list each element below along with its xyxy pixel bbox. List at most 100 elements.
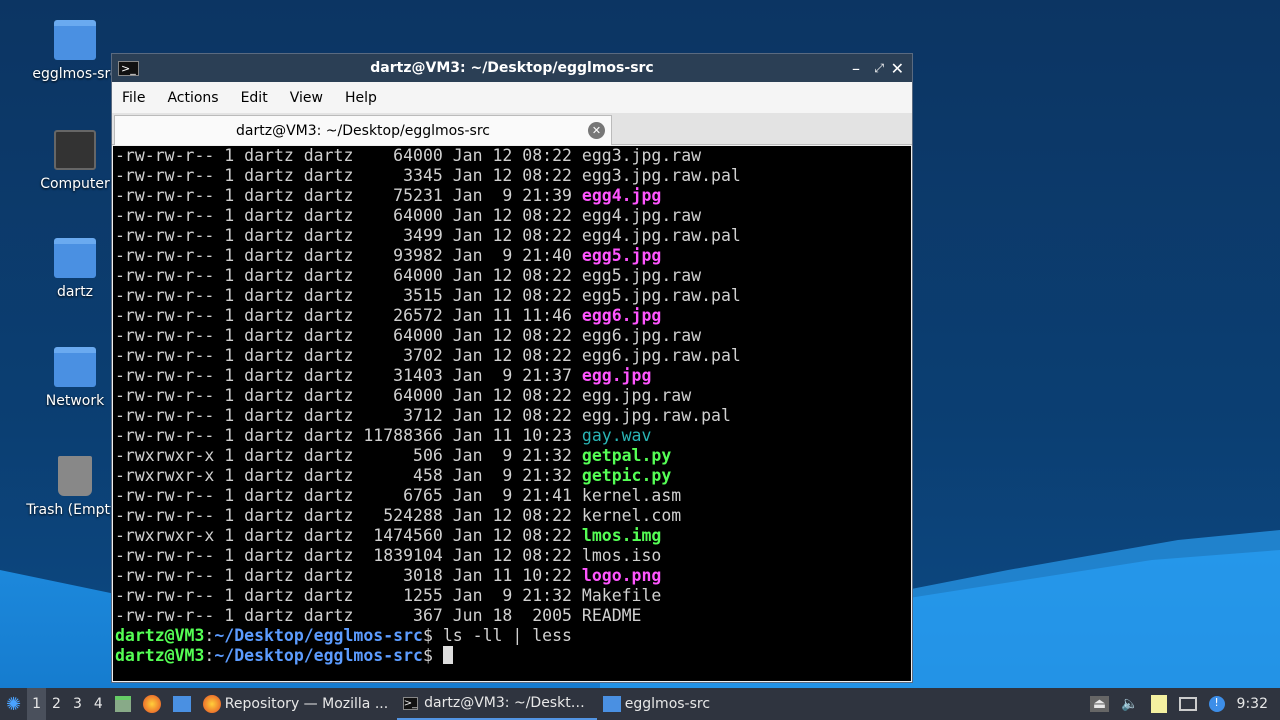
desktop-icon-network[interactable]: Network	[20, 347, 130, 409]
volume-icon[interactable]: 🔈	[1121, 696, 1139, 712]
menu-edit[interactable]: Edit	[240, 89, 268, 106]
file-name: kernel.asm	[581, 486, 682, 505]
file-info: -rw-rw-r-- 1 dartz dartz 524288 Jan 12 0…	[115, 506, 582, 525]
window-title: dartz@VM3: ~/Desktop/egglmos-src	[370, 60, 654, 76]
workspace-2[interactable]: 2	[52, 696, 61, 712]
file-info: -rw-rw-r-- 1 dartz dartz 64000 Jan 12 08…	[115, 206, 582, 225]
file-info: -rwxrwxr-x 1 dartz dartz 506 Jan 9 21:32	[115, 446, 582, 465]
ls-line: -rw-rw-r-- 1 dartz dartz 64000 Jan 12 08…	[115, 146, 911, 166]
prompt-path: ~/Desktop/egglmos-src	[214, 626, 423, 645]
file-name: egg4.jpg.raw.pal	[581, 226, 741, 245]
ls-line: -rw-rw-r-- 1 dartz dartz 3018 Jan 11 10:…	[115, 566, 911, 586]
file-info: -rw-rw-r-- 1 dartz dartz 26572 Jan 11 11…	[115, 306, 582, 325]
menu-bar: File Actions Edit View Help	[112, 82, 912, 113]
terminal-icon: >_	[402, 696, 419, 710]
command: ls -ll | less	[442, 626, 572, 645]
file-info: -rw-rw-r-- 1 dartz dartz 75231 Jan 9 21:…	[115, 186, 582, 205]
prompt-user: dartz@VM3	[115, 626, 205, 645]
file-name: logo.png	[581, 566, 662, 585]
ls-line: -rwxrwxr-x 1 dartz dartz 458 Jan 9 21:32…	[115, 466, 911, 486]
file-name: egg4.jpg	[581, 186, 662, 205]
menu-view[interactable]: View	[289, 89, 323, 106]
file-info: -rw-rw-r-- 1 dartz dartz 3345 Jan 12 08:…	[115, 166, 582, 185]
workspace-3[interactable]: 3	[72, 696, 82, 712]
file-name: egg3.jpg.raw	[581, 146, 702, 165]
close-tab-icon[interactable]: ✕	[588, 122, 605, 139]
home-folder-icon	[54, 238, 96, 278]
trash-icon	[58, 456, 92, 496]
desktop-icon-computer[interactable]: Computer	[20, 130, 130, 192]
desktop-icon-egglmos-src[interactable]: egglmos-src	[20, 20, 130, 82]
file-name: lmos.img	[581, 526, 662, 545]
task-firefox[interactable]: Repository — Mozilla ...	[197, 688, 397, 720]
workspace-4[interactable]: 4	[93, 696, 103, 712]
task-file-manager[interactable]: egglmos-src	[597, 688, 797, 720]
task-label: dartz@VM3: ~/Deskto...	[424, 695, 591, 711]
file-info: -rw-rw-r-- 1 dartz dartz 3515 Jan 12 08:…	[115, 286, 582, 305]
file-name: egg5.jpg.raw	[581, 266, 702, 285]
terminal-output[interactable]: -rw-rw-r-- 1 dartz dartz 64000 Jan 12 08…	[113, 146, 911, 681]
folder-icon	[602, 696, 621, 712]
lxqt-logo-icon: ✺	[6, 693, 22, 715]
desktop-icon-trash[interactable]: Trash (Empty)	[20, 456, 130, 518]
menu-file[interactable]: File	[122, 89, 146, 106]
file-info: -rwxrwxr-x 1 dartz dartz 1474560 Jan 12 …	[115, 526, 582, 545]
show-desktop-icon[interactable]	[109, 688, 137, 720]
tab-title: dartz@VM3: ~/Desktop/egglmos-src	[236, 122, 490, 139]
ls-line: -rw-rw-r-- 1 dartz dartz 1839104 Jan 12 …	[115, 546, 911, 566]
prompt-line: dartz@VM3:~/Desktop/egglmos-src$ ls -ll …	[115, 626, 572, 645]
eject-icon[interactable]: ⏏	[1084, 688, 1115, 720]
ls-line: -rw-rw-r-- 1 dartz dartz 11788366 Jan 11…	[115, 426, 911, 446]
update-notifier-icon[interactable]: !	[1203, 688, 1231, 720]
file-info: -rw-rw-r-- 1 dartz dartz 1839104 Jan 12 …	[115, 546, 582, 565]
menu-actions[interactable]: Actions	[167, 89, 219, 106]
file-name: egg5.jpg	[581, 246, 662, 265]
file-info: -rw-rw-r-- 1 dartz dartz 3702 Jan 12 08:…	[115, 346, 582, 365]
ls-line: -rw-rw-r-- 1 dartz dartz 64000 Jan 12 08…	[115, 266, 911, 286]
title-bar[interactable]: >_ dartz@VM3: ~/Desktop/egglmos-src – ⤢ …	[112, 54, 912, 82]
ls-line: -rw-rw-r-- 1 dartz dartz 3345 Jan 12 08:…	[115, 166, 911, 186]
file-name: egg6.jpg	[581, 306, 662, 325]
label: Network	[45, 393, 105, 409]
ls-line: -rw-rw-r-- 1 dartz dartz 3712 Jan 12 08:…	[115, 406, 911, 426]
menu-help[interactable]: Help	[344, 89, 377, 106]
clock[interactable]: 9:32	[1236, 696, 1268, 712]
maximize-button[interactable]: ⤢	[874, 60, 884, 75]
file-name: egg.jpg	[581, 366, 652, 385]
clipboard-icon[interactable]	[1145, 688, 1173, 720]
close-button[interactable]: ✕	[890, 58, 904, 78]
prompt-sign: $	[422, 646, 443, 665]
ls-line: -rw-rw-r-- 1 dartz dartz 367 Jun 18 2005…	[115, 606, 911, 626]
minimize-button[interactable]: –	[852, 58, 860, 78]
file-info: -rw-rw-r-- 1 dartz dartz 93982 Jan 9 21:…	[115, 246, 582, 265]
ls-line: -rw-rw-r-- 1 dartz dartz 1255 Jan 9 21:3…	[115, 586, 911, 606]
file-info: -rw-rw-r-- 1 dartz dartz 64000 Jan 12 08…	[115, 266, 582, 285]
ls-line: -rw-rw-r-- 1 dartz dartz 6765 Jan 9 21:4…	[115, 486, 911, 506]
file-info: -rw-rw-r-- 1 dartz dartz 64000 Jan 12 08…	[115, 326, 582, 345]
file-name: getpic.py	[581, 466, 672, 485]
workspace-1[interactable]: 1	[27, 688, 47, 720]
desktop-icon-home[interactable]: dartz	[20, 238, 130, 300]
file-name: gay.wav	[581, 426, 652, 445]
terminal-window: >_ dartz@VM3: ~/Desktop/egglmos-src – ⤢ …	[111, 53, 913, 683]
computer-icon	[54, 130, 96, 170]
file-manager-launcher-icon[interactable]	[167, 688, 197, 720]
network-status-icon[interactable]	[1173, 688, 1203, 720]
taskbar: ✺ 1 2 3 4 Repository — Mozilla ... >_ dar…	[0, 688, 1280, 720]
task-terminal[interactable]: >_ dartz@VM3: ~/Deskto...	[396, 688, 597, 720]
start-menu-button[interactable]: ✺	[0, 688, 27, 720]
ls-line: -rw-rw-r-- 1 dartz dartz 64000 Jan 12 08…	[115, 386, 911, 406]
ls-line: -rw-rw-r-- 1 dartz dartz 93982 Jan 9 21:…	[115, 246, 911, 266]
ls-line: -rw-rw-r-- 1 dartz dartz 75231 Jan 9 21:…	[115, 186, 911, 206]
file-name: egg6.jpg.raw	[581, 326, 702, 345]
prompt-line: dartz@VM3:~/Desktop/egglmos-src$	[115, 646, 911, 666]
file-info: -rw-rw-r-- 1 dartz dartz 6765 Jan 9 21:4…	[115, 486, 582, 505]
file-info: -rwxrwxr-x 1 dartz dartz 458 Jan 9 21:32	[115, 466, 582, 485]
terminal-icon: >_	[118, 60, 139, 76]
file-name: egg3.jpg.raw.pal	[581, 166, 741, 185]
network-folder-icon	[54, 347, 96, 387]
firefox-launcher-icon[interactable]	[137, 688, 167, 720]
file-info: -rw-rw-r-- 1 dartz dartz 367 Jun 18 2005	[115, 606, 582, 625]
file-name: egg5.jpg.raw.pal	[581, 286, 741, 305]
terminal-tab[interactable]: dartz@VM3: ~/Desktop/egglmos-src ✕	[114, 115, 612, 145]
